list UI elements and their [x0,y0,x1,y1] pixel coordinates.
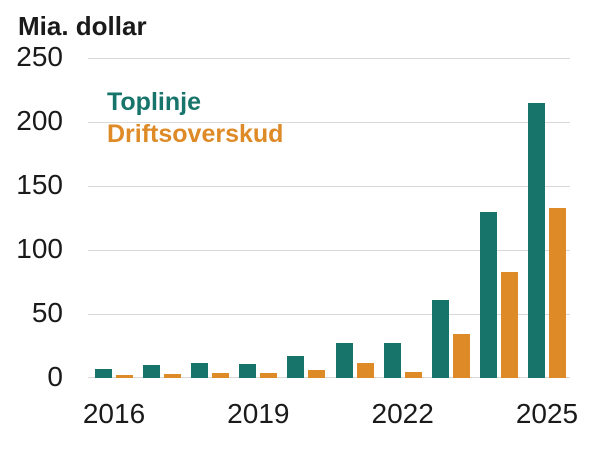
x-tick-label-2022: 2022 [371,398,434,429]
chart-title: Mia. dollar [18,11,147,41]
bar-driftsoverskud-2020 [308,370,326,378]
gridline-250 [88,58,570,59]
legend: Toplinje Driftsoverskud [107,86,283,150]
bar-driftsoverskud-2024 [500,271,518,378]
bar-driftsoverskud-2017 [164,374,182,378]
y-tick-label-150: 150 [16,169,63,200]
y-tick-label-200: 200 [16,105,63,136]
x-tick-label-2016: 2016 [82,398,146,429]
bar-driftsoverskud-2021 [356,362,374,378]
bar-toplinje-2025 [527,102,545,378]
bar-toplinje-2023 [431,299,449,378]
legend-item-driftsoverskud: Driftsoverskud [107,120,284,148]
bar-driftsoverskud-2025 [548,207,566,378]
bar-toplinje-2017 [143,365,161,378]
bar-toplinje-2020 [287,356,305,378]
bar-driftsoverskud-2023 [452,334,470,378]
bar-driftsoverskud-2016 [116,375,133,378]
legend-item-toplinje: Toplinje [107,88,201,116]
bar-toplinje-2022 [383,343,401,378]
plot-area [88,58,570,378]
x-tick-label-2019: 2019 [227,398,290,429]
bar-driftsoverskud-2022 [404,371,422,378]
y-tick-label-250: 250 [16,41,63,72]
y-tick-label-50: 50 [31,297,63,328]
gridline-50 [88,314,570,315]
gridline-200 [88,122,570,123]
bar-toplinje-2024 [479,211,497,378]
bar-toplinje-2018 [191,362,209,378]
bar-driftsoverskud-2019 [260,372,278,378]
y-tick-label-0: 0 [47,361,63,392]
bar-toplinje-2021 [335,343,353,378]
gridline-150 [88,186,570,187]
bar-toplinje-2016 [95,369,112,378]
bar-driftsoverskud-2018 [212,372,230,378]
y-tick-label-100: 100 [16,233,63,264]
x-tick-label-2025: 2025 [515,398,579,429]
gridline-0 [88,377,570,378]
gridline-100 [88,250,570,251]
bar-toplinje-2019 [239,363,257,378]
